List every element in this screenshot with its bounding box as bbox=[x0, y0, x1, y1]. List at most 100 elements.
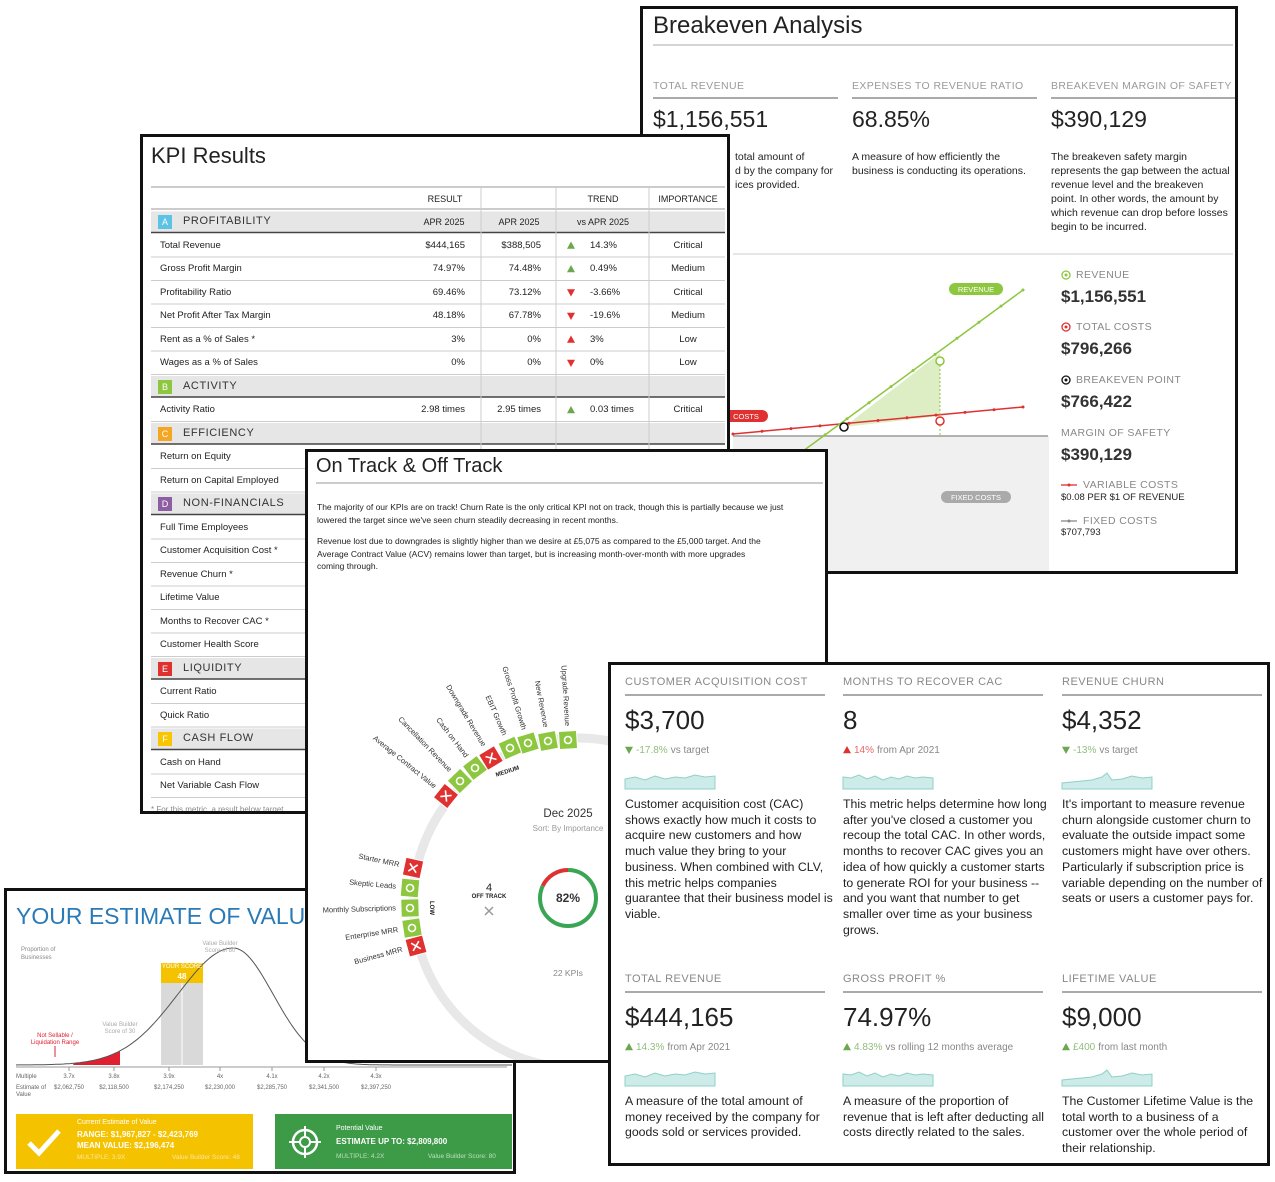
chart-pill bbox=[724, 410, 768, 422]
trend-arrow bbox=[567, 406, 575, 414]
status-box bbox=[477, 744, 505, 772]
legend-label: BREAKEVEN POINT bbox=[1076, 374, 1182, 386]
kpi-name: Current Ratio bbox=[160, 686, 217, 697]
legend-value: $1,156,551 bbox=[1061, 287, 1147, 306]
status-cell bbox=[399, 877, 421, 899]
card-delta: -17.8% vs target bbox=[636, 745, 709, 756]
status-cell bbox=[401, 917, 423, 939]
check-icon bbox=[27, 1129, 61, 1157]
kpi-name: Activity Ratio bbox=[160, 404, 215, 415]
target-icon bbox=[289, 1126, 321, 1158]
kpi-label: Enterprise MRR bbox=[345, 925, 400, 942]
delta-text: from Apr 2021 bbox=[667, 1042, 731, 1053]
legend-icon bbox=[1067, 483, 1071, 487]
revenue-dot bbox=[977, 320, 981, 324]
chart-pill-label: COSTS bbox=[733, 412, 759, 421]
revenue-dot bbox=[867, 401, 871, 405]
kpi-label: EBIT Growth bbox=[484, 694, 509, 737]
score-annotation: Score of 30 bbox=[104, 1029, 136, 1035]
card-description: to generate ROI for your business -- bbox=[843, 875, 1040, 890]
box-score: Value Builder Score: 48 bbox=[172, 1154, 240, 1161]
kpi-previous: 2.95 times bbox=[497, 404, 541, 415]
status-box bbox=[432, 782, 460, 810]
status-icon bbox=[407, 923, 417, 933]
status-box bbox=[400, 898, 420, 918]
status-cell bbox=[461, 754, 489, 782]
score-annotation: Value Builder bbox=[102, 1022, 138, 1028]
score-annotation: Score of 80 bbox=[204, 948, 236, 954]
box-mean: MEAN VALUE: $2,196,474 bbox=[77, 1141, 175, 1150]
group-label: LOW bbox=[428, 901, 434, 915]
kpi-name: Net Profit After Tax Margin bbox=[160, 310, 271, 321]
low-range-fill bbox=[73, 1050, 120, 1065]
kpi-trend: 3% bbox=[590, 333, 604, 345]
delta-text: from last month bbox=[1098, 1042, 1168, 1053]
card-delta: 14% from Apr 2021 bbox=[854, 745, 940, 756]
revenue-marker bbox=[935, 356, 945, 366]
metric-description: The breakeven safety margin bbox=[1051, 151, 1187, 163]
delta-text: vs rolling 12 months average bbox=[885, 1042, 1014, 1053]
kpi-result: $444,165 bbox=[425, 239, 465, 251]
status-icon bbox=[407, 862, 419, 874]
kpi-name: Rent as a % of Sales * bbox=[160, 333, 256, 345]
card-value: $4,352 bbox=[1062, 705, 1142, 735]
card-description: A measure of the total amount of bbox=[625, 1094, 803, 1108]
kpi-previous: 73.12% bbox=[508, 286, 541, 298]
group-label: MEDIUM bbox=[495, 765, 520, 778]
kpi-name: Months to Recover CAC * bbox=[160, 615, 269, 627]
kpi-result: 0% bbox=[451, 357, 465, 368]
costs-dot bbox=[818, 424, 822, 428]
legend-icon bbox=[1061, 375, 1071, 385]
card-description: acquire new customers and how bbox=[625, 828, 802, 843]
section-letter: F bbox=[158, 732, 172, 746]
metric-description: d by the company for bbox=[735, 165, 834, 177]
kpi-label: Starter MRR bbox=[358, 852, 401, 870]
revenue-dot bbox=[933, 352, 937, 356]
metric-value: $390,129 bbox=[1051, 106, 1147, 132]
kpi-result: 3% bbox=[451, 333, 465, 345]
status-box bbox=[401, 856, 425, 880]
status-cell bbox=[446, 767, 474, 795]
sort-label: Sort: By Importance bbox=[532, 824, 604, 833]
status-icon bbox=[485, 752, 497, 764]
metric-description: total amount of bbox=[735, 151, 805, 163]
status-icon bbox=[563, 735, 573, 745]
card-label: TOTAL REVENUE bbox=[625, 973, 722, 985]
card-description: Particularly if subscription price is bbox=[1062, 859, 1244, 874]
legend-label: REVENUE bbox=[1076, 269, 1130, 281]
multiple-label: 3.7x bbox=[63, 1074, 75, 1080]
distribution-curve bbox=[15, 947, 512, 1066]
value-label: $2,397,250 bbox=[360, 1085, 392, 1091]
metric-value: 68.85% bbox=[852, 106, 931, 132]
section-letter: B bbox=[158, 379, 172, 394]
panel-title: On Track & Off Track bbox=[316, 455, 503, 477]
card-description: idea of how quickly a customer starts bbox=[843, 859, 1045, 874]
metric-description: which revenue can drop before losses bbox=[1051, 207, 1228, 219]
low-range-label: Not Sellable / bbox=[37, 1033, 73, 1039]
kpi-previous: 0% bbox=[527, 333, 541, 345]
box-multiple: MULTIPLE: 4.2X bbox=[336, 1153, 385, 1160]
kpi-name: Quick Ratio bbox=[160, 709, 210, 721]
kpi-importance: Critical bbox=[673, 404, 703, 415]
box-score: Value Builder Score: 80 bbox=[428, 1153, 496, 1160]
status-cell bbox=[557, 729, 579, 751]
legend-label: TOTAL COSTS bbox=[1076, 321, 1152, 333]
chart-pill bbox=[949, 283, 1003, 295]
kpi-count: 22 KPIs bbox=[553, 968, 583, 978]
card-value: $9,000 bbox=[1062, 1002, 1142, 1032]
kpi-importance: Critical bbox=[673, 286, 703, 298]
gauge-arc bbox=[538, 868, 598, 928]
off-track-label: OFF TRACK bbox=[471, 894, 507, 900]
trend-arrow bbox=[1062, 1043, 1070, 1051]
delta-value: -17.8% bbox=[636, 745, 668, 756]
kpi-importance: Low bbox=[679, 333, 697, 345]
status-box bbox=[446, 767, 474, 795]
margin-shade bbox=[844, 353, 940, 427]
panel-title: YOUR ESTIMATE OF VALUE bbox=[16, 903, 321, 929]
status-cell bbox=[536, 729, 560, 753]
delta-value: 14% bbox=[854, 745, 875, 756]
metric-label: BREAKEVEN MARGIN OF SAFETY bbox=[1051, 80, 1232, 92]
section-name: ACTIVITY bbox=[183, 379, 238, 392]
column-header: RESULT bbox=[427, 194, 463, 204]
card-description: viable. bbox=[625, 906, 661, 921]
